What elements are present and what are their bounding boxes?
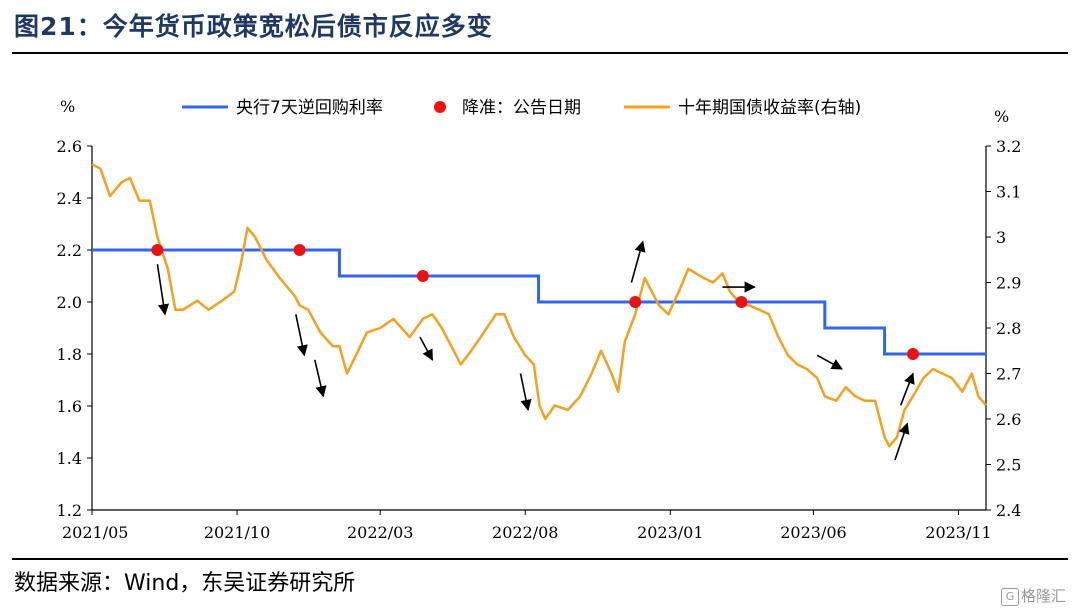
figure-source: 数据来源：Wind，东吴证券研究所	[14, 571, 356, 596]
right-axis-tick-label: 2.7	[996, 365, 1021, 384]
left-axis-tick-label: 2.2	[57, 241, 82, 260]
rrr-cut-marker	[416, 270, 429, 282]
right-axis-tick-label: 2.6	[996, 410, 1021, 429]
right-axis-tick-label: 2.5	[996, 456, 1021, 475]
x-axis-tick-label: 2023/06	[780, 523, 846, 542]
rrr-cut-marker	[735, 296, 748, 308]
left-axis-unit: %	[60, 97, 75, 116]
watermark-text: 格隆汇	[1020, 587, 1066, 605]
right-axis-tick-label: 2.4	[996, 501, 1021, 520]
right-axis-tick-label: 2.9	[996, 274, 1021, 293]
legend: 央行7天逆回购利率 降准：公告日期 十年期国债收益率(右轴)	[182, 98, 861, 118]
left-axis-tick-label: 1.8	[57, 345, 82, 364]
trend-arrows	[156, 240, 915, 461]
left-axis-tick-label: 1.4	[57, 449, 82, 468]
rrr-cut-marker	[293, 244, 306, 256]
x-axis-tick-label: 2023/11	[925, 523, 991, 542]
trend-arrow	[899, 372, 915, 406]
legend-label-10y-yield: 十年期国债收益率(右轴)	[678, 98, 861, 118]
trend-arrow	[816, 354, 843, 370]
left-axis-tick-label: 2.4	[57, 189, 82, 208]
legend-swatch-rrr-cut	[434, 101, 446, 113]
legend-label-rrr-cut: 降准：公告日期	[462, 98, 581, 118]
legend-label-repo-rate: 央行7天逆回购利率	[236, 98, 383, 118]
series-10y-yield-line	[91, 163, 987, 448]
right-axis-tick-label: 3.2	[996, 137, 1021, 156]
series-layer	[91, 163, 987, 448]
trend-arrow	[630, 240, 646, 283]
x-axis-tick-label: 2023/01	[637, 523, 703, 542]
right-axis-unit: %	[994, 107, 1009, 126]
axes: 1.2 1.4 1.6 1.8 2.0 2.2 2.4 2.6 2.4 2.5 2.6 2.7 2.8 2…	[57, 137, 1022, 542]
source-rule	[12, 558, 1068, 560]
chart: 央行7天逆回购利率 降准：公告日期 十年期国债收益率(右轴) % % 1.21.…	[57, 97, 1022, 542]
left-axis-tick-label: 2.6	[57, 137, 82, 156]
x-axis-tick-label: 2022/03	[347, 523, 413, 542]
trend-arrow	[295, 314, 308, 357]
trend-arrow	[519, 373, 532, 411]
left-axis-tick-label: 2.0	[57, 293, 82, 312]
x-axis-tick-label: 2021/10	[204, 523, 270, 542]
rrr-cut-marker	[629, 296, 642, 308]
trend-arrow	[419, 336, 434, 361]
watermark-logo-icon: G	[1000, 587, 1019, 606]
x-axis-tick-label: 2021/05	[62, 523, 128, 542]
watermark: G 格隆汇	[1000, 585, 1066, 606]
trend-arrow	[156, 264, 170, 316]
left-axis-tick-label: 1.6	[57, 397, 82, 416]
trend-arrow	[314, 359, 327, 398]
left-axis-tick-label: 1.2	[57, 501, 82, 520]
rrr-cut-marker	[151, 244, 164, 256]
figure-title: 图21：今年货币政策宽松后债市反应多变	[14, 12, 493, 41]
right-axis-tick-label: 2.8	[996, 319, 1021, 338]
trend-arrow	[894, 422, 910, 461]
right-axis-tick-label: 3	[996, 228, 1006, 247]
rrr-cut-marker	[907, 348, 920, 360]
title-rule	[12, 52, 1068, 54]
series-repo-rate-line	[92, 248, 986, 356]
x-axis-tick-label: 2022/08	[492, 523, 558, 542]
right-axis-tick-label: 3.1	[996, 183, 1021, 202]
